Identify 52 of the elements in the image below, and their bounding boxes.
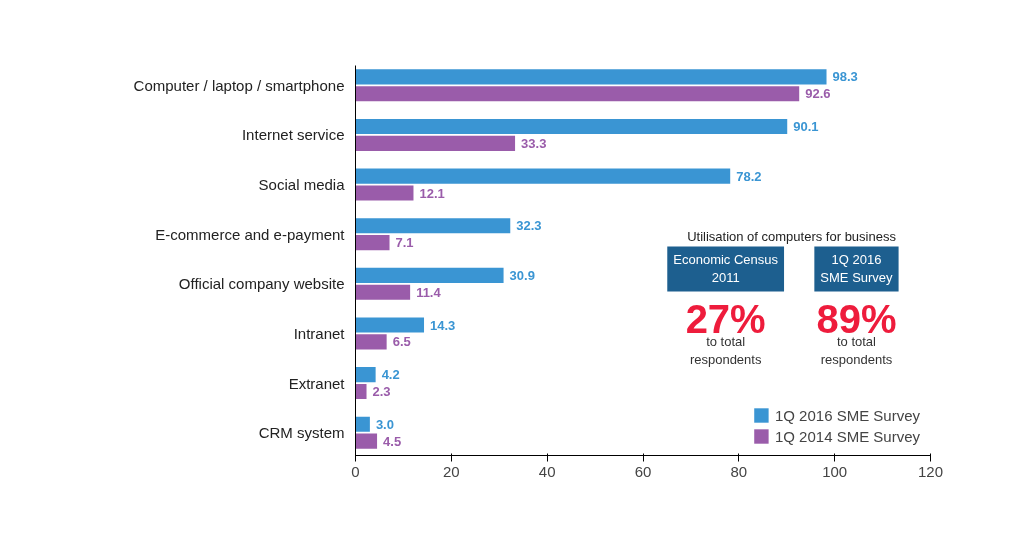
data-label: 11.4 [416,284,442,300]
y-tick-label: CRM system [258,424,345,442]
data-label: 78.2 [736,168,762,184]
data-label: 14.3 [430,317,456,333]
bar [355,284,411,300]
bar [355,86,800,102]
bar [355,218,511,234]
x-tick-label: 100 [822,462,848,480]
x-tick-label: 120 [917,462,944,480]
y-tick-label: Internet service [241,126,345,144]
bar [355,267,504,283]
bar [355,118,788,135]
data-label: 30.9 [509,267,535,283]
legend-label: 1Q 2016 SME Survey [774,406,920,424]
data-label: 4.2 [381,367,400,383]
y-tick-label: Social media [258,176,346,194]
bar [355,416,370,432]
bar [355,367,376,383]
data-label: 4.5 [383,433,402,449]
y-tick-label: Extranet [288,374,346,392]
data-label: 2.3 [372,383,391,399]
annotation: 1Q 2016 SME Survey [820,252,894,286]
bar [355,383,367,400]
y-tick-label: Computer / laptop / smartphone [133,76,345,94]
data-label: 33.3 [521,135,547,151]
bar [355,135,516,151]
y-tick-label: Intranet [293,324,346,342]
data-label: 90.1 [793,119,819,135]
data-label: 98.3 [832,69,858,85]
bar [355,433,378,449]
bar [355,69,827,85]
legend-label: 1Q 2014 SME Survey [774,427,920,445]
x-tick-label: 0 [351,462,360,480]
data-label: 32.3 [516,218,542,234]
x-tick-label: 20 [442,462,460,480]
annotation: Utilisation of computers for business [687,229,897,245]
data-label: 7.1 [395,235,414,251]
bar [355,185,414,201]
data-label: 12.1 [419,185,445,201]
bar [355,235,390,251]
x-tick-label: 60 [634,462,652,480]
bar [355,317,425,333]
y-tick-label: Official company website [178,275,345,293]
data-label: 92.6 [805,86,831,102]
data-label: 6.5 [392,334,411,350]
annotation: Economic Census 2011 [673,252,779,286]
bar [355,168,731,184]
y-tick-label: E-commerce and e-payment [155,225,346,243]
data-label: 3.0 [375,416,394,432]
x-tick-label: 40 [538,462,556,480]
bar [355,334,387,350]
x-tick-label: 80 [730,462,748,480]
